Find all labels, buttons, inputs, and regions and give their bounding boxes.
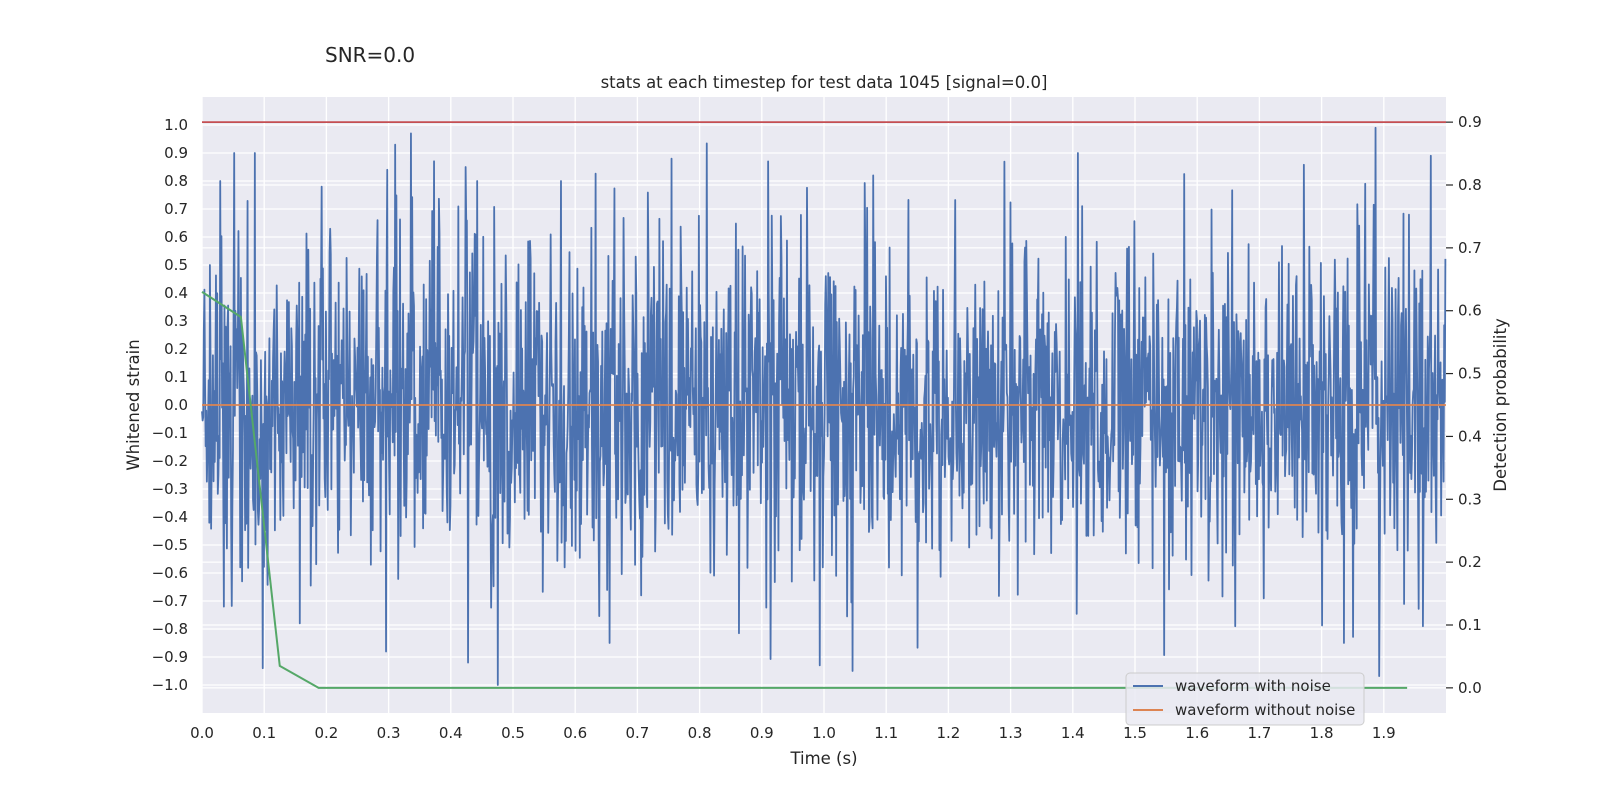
y2-tick-label: 0.9 [1458,113,1482,131]
x-tick-label: 0.4 [439,724,463,742]
y-tick-label: −0.9 [152,648,188,666]
chart-title: stats at each timestep for test data 104… [601,73,1048,92]
series-detection-probability [201,291,1408,689]
y-tick-label: −1.0 [152,676,188,694]
y2-tick-labels: 0.9 0.8 0.7 0.6 0.5 0.4 0.3 0.2 0.1 0.0 [1446,113,1482,697]
x-tick-label: 1.6 [1185,724,1209,742]
y-tick-label: 1.0 [164,116,188,134]
y-tick-label: 0.7 [164,200,188,218]
x-tick-label: 0.5 [501,724,525,742]
y-tick-label: 0.9 [164,144,188,162]
x-tick-label: 1.8 [1310,724,1334,742]
x-tick-label: 1.0 [812,724,836,742]
y-tick-label: 0.1 [164,368,188,386]
y-tick-label: 0.5 [164,256,188,274]
x-tick-label: 1.9 [1372,724,1396,742]
y2-tick-label: 0.5 [1458,365,1482,383]
x-tick-label: 0.0 [190,724,214,742]
y2-tick-label: 0.0 [1458,679,1482,697]
legend-label-waveform-with-noise: waveform with noise [1175,677,1331,695]
y2-tick-label: 0.3 [1458,490,1482,508]
y-tick-label: 0.0 [164,396,188,414]
y-tick-label: −0.4 [152,508,188,526]
x-tick-label: 0.9 [750,724,774,742]
x-tick-label: 1.2 [936,724,960,742]
series-waveform-with-noise [201,126,1447,686]
y-tick-labels: 1.0 0.9 0.8 0.7 0.6 0.5 0.4 0.3 0.2 0.1 0.0 −0.1 −0.… [152,116,188,694]
y2-tick-label: 0.8 [1458,176,1482,194]
y-tick-label: 0.3 [164,312,188,330]
x-tick-label: 0.8 [688,724,712,742]
x-tick-label: 0.6 [563,724,587,742]
y-tick-label: −0.5 [152,536,188,554]
legend: waveform with noise waveform without noi… [1125,672,1365,726]
x-tick-label: 1.3 [999,724,1023,742]
y2-tick-label: 0.7 [1458,239,1482,257]
y-tick-label: −0.7 [152,592,188,610]
x-tick-label: 1.5 [1123,724,1147,742]
y-tick-label: 0.8 [164,172,188,190]
y-tick-label: −0.6 [152,564,188,582]
x-tick-label: 0.1 [252,724,276,742]
y2-tick-label: 0.1 [1458,616,1482,634]
suptitle: SNR=0.0 [325,43,415,67]
x-tick-label: 0.3 [377,724,401,742]
y-axis-label: Whitened strain [124,339,143,470]
y-tick-label: −0.1 [152,424,188,442]
x-tick-label: 1.4 [1061,724,1085,742]
legend-label-waveform-without-noise: waveform without noise [1175,701,1355,719]
x-axis-label: Time (s) [789,749,857,768]
y-tick-label: −0.2 [152,452,188,470]
y-tick-label: −0.3 [152,480,188,498]
legend-box [1125,672,1365,726]
y-tick-label: 0.4 [164,284,188,302]
y-tick-label: 0.2 [164,340,188,358]
y-tick-label: 0.6 [164,228,188,246]
y2-axis-label: Detection probability [1491,318,1510,492]
y2-tick-label: 0.6 [1458,302,1482,320]
y2-tick-label: 0.2 [1458,553,1482,571]
x-tick-labels: 0.0 0.1 0.2 0.3 0.4 0.5 0.6 0.7 0.8 0.9 1.0 1.1 1.2 1… [190,724,1396,742]
y-tick-label: −0.8 [152,620,188,638]
x-tick-label: 0.2 [314,724,338,742]
x-tick-label: 1.1 [874,724,898,742]
x-tick-label: 1.7 [1247,724,1271,742]
x-tick-label: 0.7 [625,724,649,742]
y2-tick-label: 0.4 [1458,427,1482,445]
